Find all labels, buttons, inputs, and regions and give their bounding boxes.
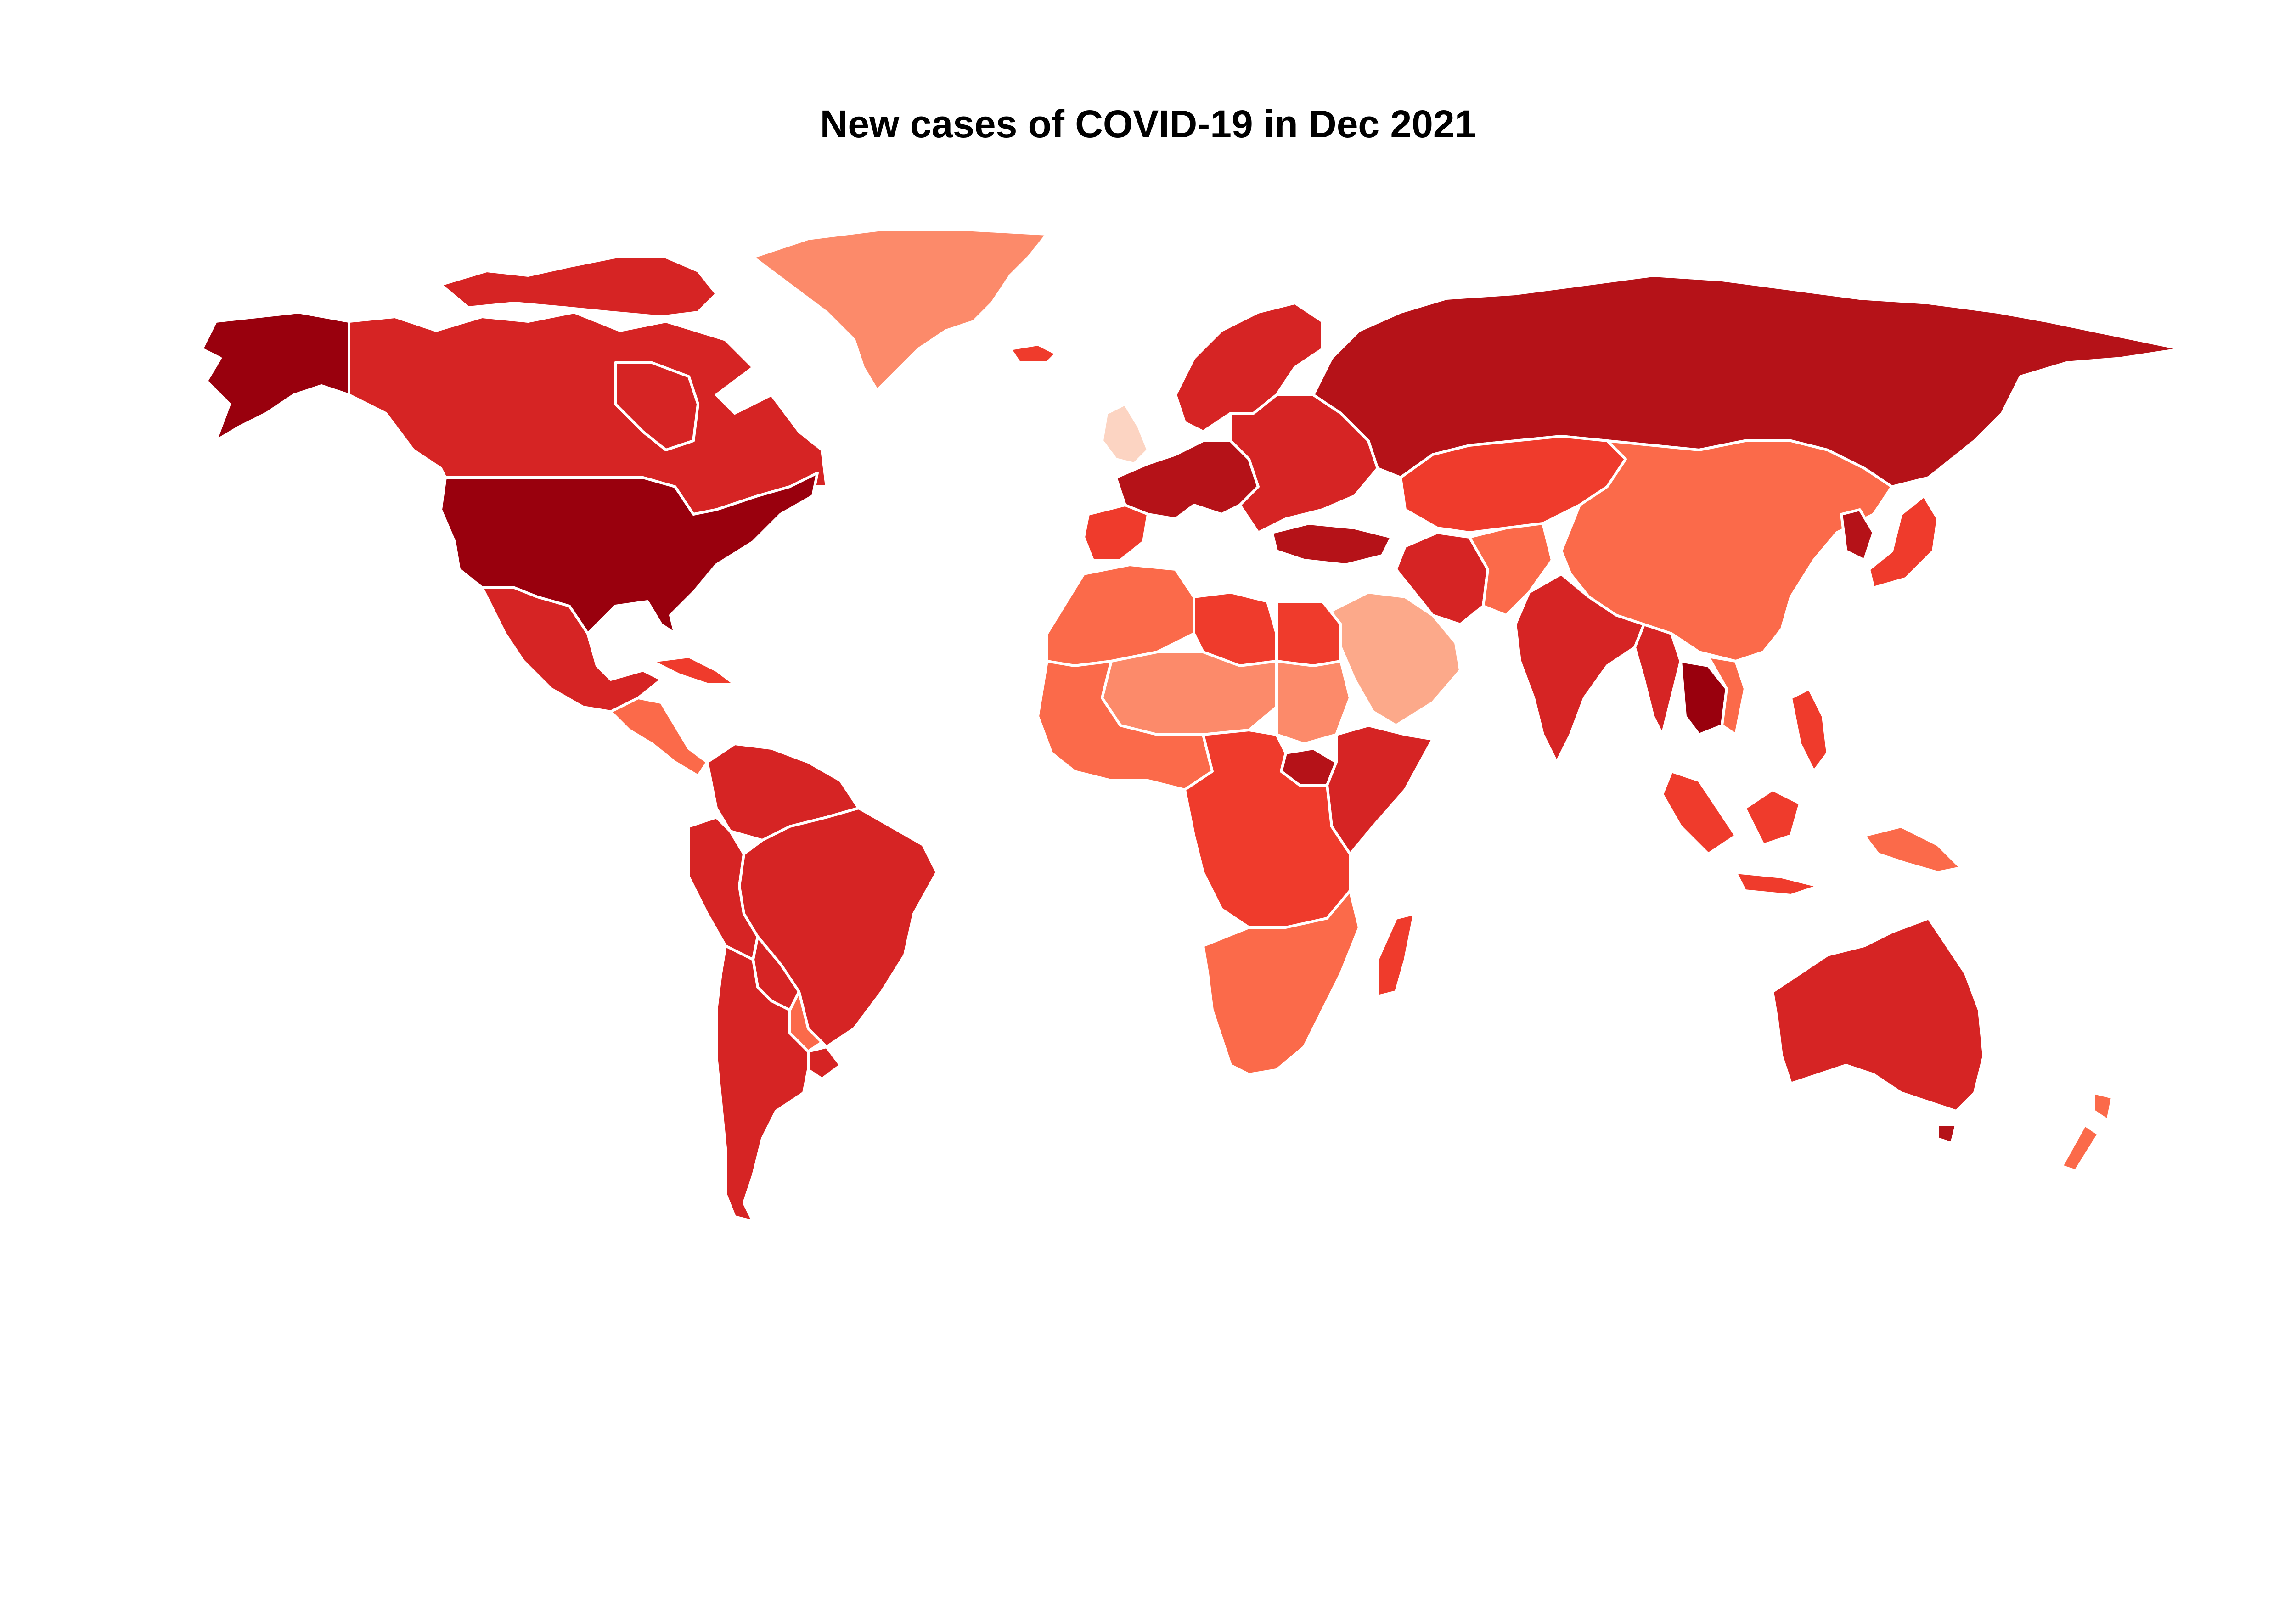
region-argentina-chile [715, 944, 810, 1223]
region-brazil [738, 807, 938, 1048]
region-philippines [1790, 687, 1829, 773]
region-southeast-asia [1633, 623, 1682, 736]
region-sudan [1275, 660, 1351, 745]
region-iceland [1009, 343, 1058, 364]
region-new-guinea [1863, 825, 1962, 874]
region-canada [348, 311, 828, 516]
region-india [1514, 573, 1645, 764]
region-horn-of-africa [1326, 724, 1434, 855]
region-arabia [1330, 591, 1462, 727]
region-eastern-europe [1229, 393, 1379, 534]
region-uruguay [807, 1045, 842, 1080]
region-cuba [651, 655, 736, 686]
region-mongolia-china [1560, 439, 1893, 663]
region-australia [1771, 917, 1985, 1113]
region-vietnam [1707, 655, 1746, 736]
region-egypt [1275, 600, 1342, 667]
region-alaska [201, 311, 350, 442]
region-canada-islands [439, 256, 718, 318]
region-madagascar [1376, 912, 1416, 998]
region-iran [1395, 531, 1489, 626]
region-greenland [752, 228, 1048, 392]
region-southern-africa [1202, 889, 1361, 1076]
region-sahel [1101, 651, 1278, 736]
region-turkey [1271, 522, 1393, 566]
region-tasmania [1936, 1124, 1958, 1145]
region-malaysia-indonesia [1661, 770, 1820, 897]
region-japan [1868, 494, 1939, 589]
region-uk [1101, 403, 1149, 465]
region-korea [1840, 508, 1875, 562]
region-iberia [1082, 504, 1149, 562]
region-scandinavia [1174, 302, 1324, 433]
region-central-america [609, 697, 709, 777]
region-new-zealand [2060, 1091, 2114, 1172]
map-title: New cases of COVID-19 in Dec 2021 [820, 102, 1476, 146]
region-mexico [481, 586, 663, 713]
